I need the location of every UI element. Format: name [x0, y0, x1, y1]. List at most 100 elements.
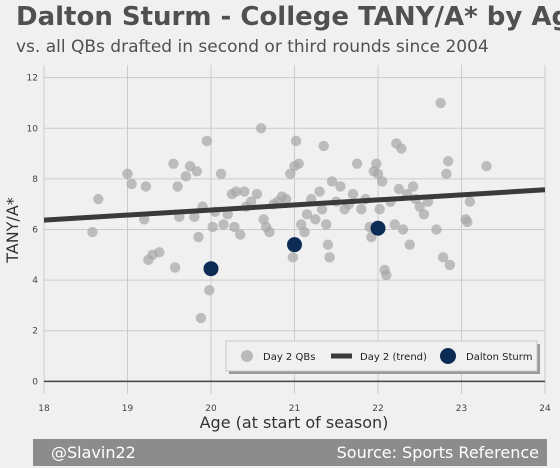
footer-credit: @Slavin22	[51, 443, 136, 462]
legend-trend-label: Day 2 (trend)	[360, 352, 427, 363]
day2-qb-point	[381, 269, 392, 281]
x-tick-label: 22	[372, 404, 383, 414]
legend-day2-marker	[241, 350, 253, 362]
day2-qb-point	[264, 226, 275, 238]
x-tick-label: 20	[205, 404, 217, 414]
day2-qb-point	[169, 262, 181, 273]
day2-qb-point	[314, 186, 325, 197]
day2-qb-point	[245, 196, 257, 207]
day2-qb-point	[154, 247, 165, 258]
y-axis-label: TANY/A*	[3, 197, 22, 264]
day2-qb-point	[462, 216, 473, 228]
day2-qb-point	[168, 158, 179, 169]
dalton-sturm-point	[287, 237, 302, 253]
day2-qb-point	[464, 196, 476, 207]
day2-qb-point	[397, 224, 409, 235]
day2-qb-point	[335, 181, 346, 192]
day2-qb-point	[372, 168, 384, 180]
day2-qb-point	[251, 188, 263, 200]
day2-qb-point	[442, 155, 454, 167]
day2-qb-point	[235, 229, 246, 240]
day2-qb-point	[374, 204, 385, 215]
x-tick-label: 19	[122, 404, 134, 414]
day2-qb-point	[396, 143, 407, 154]
day2-qb-point	[87, 226, 98, 238]
day2-qb-point	[287, 252, 299, 263]
day2-qb-point	[441, 168, 452, 180]
day2-qb-point	[310, 214, 321, 225]
day2-qb-point	[195, 312, 207, 324]
day2-qb-point	[435, 97, 446, 109]
day2-qb-point	[218, 219, 229, 230]
day2-qb-point	[229, 221, 240, 233]
y-tick-label: 0	[32, 377, 38, 387]
y-tick-label: 12	[27, 74, 38, 84]
dalton-sturm-point	[370, 220, 386, 236]
y-tick-label: 6	[32, 226, 38, 236]
legend: Day 2 QBs Day 2 (trend) Dalton Sturm	[225, 340, 540, 374]
chart-subtitle: vs. all QBs drafted in second or third r…	[16, 37, 489, 57]
x-tick-label: 21	[289, 404, 300, 414]
highlight-points-layer	[203, 220, 386, 277]
day2-qb-point	[193, 231, 204, 243]
day2-qb-point	[290, 135, 302, 147]
dalton-sturm-point	[203, 261, 219, 277]
day2-qb-point	[215, 168, 227, 180]
day2-qb-point	[255, 123, 267, 134]
day2-qb-point	[285, 168, 296, 180]
y-tick-label: 8	[32, 175, 38, 185]
day2-qb-point	[376, 176, 388, 187]
day2-qb-point	[321, 219, 332, 230]
day2-qb-point	[414, 201, 425, 212]
trend-line	[43, 187, 546, 223]
day2-qb-point	[207, 221, 218, 233]
day2-qb-point	[356, 204, 367, 215]
day2-qb-point	[481, 161, 492, 172]
day2-points-layer	[87, 97, 492, 324]
day2-qb-point	[126, 178, 137, 190]
day2-qb-point	[437, 252, 449, 263]
day2-qb-point	[371, 158, 382, 169]
x-tick-label: 18	[38, 404, 50, 414]
day2-qb-point	[404, 239, 415, 250]
day2-qb-point	[431, 224, 442, 235]
day2-qb-point	[122, 168, 133, 180]
day2-qb-point	[293, 158, 304, 169]
day2-qb-point	[318, 140, 329, 152]
day2-qb-point	[204, 285, 215, 296]
day2-qb-point	[191, 166, 203, 177]
legend-box	[225, 340, 538, 372]
day2-qb-point	[418, 209, 430, 220]
trend-line-layer	[43, 187, 546, 223]
day2-qb-point	[393, 183, 405, 195]
legend-day2-label: Day 2 QBs	[263, 352, 315, 363]
footer-bar: @Slavin22 Source: Sports Reference	[33, 439, 547, 466]
footer-source: Source: Sports Reference	[336, 443, 539, 462]
legend-sturm-label: Dalton Sturm	[466, 352, 532, 363]
day2-qb-point	[93, 193, 104, 205]
x-axis-label: Age (at start of season)	[200, 413, 389, 432]
day2-qb-point	[301, 209, 313, 220]
day2-qb-point	[407, 181, 419, 192]
y-tick-label: 2	[32, 327, 38, 337]
day2-qb-point	[239, 186, 250, 197]
day2-qb-point	[444, 259, 456, 271]
day2-qb-point	[280, 193, 292, 205]
chart-title: Dalton Sturm - College TANY/A* by Age	[16, 2, 560, 32]
day2-qb-point	[351, 158, 363, 169]
day2-qb-point	[139, 214, 150, 225]
y-tick-label: 4	[32, 276, 38, 286]
day2-qb-point	[222, 209, 233, 220]
x-tick-label: 24	[539, 404, 551, 414]
day2-qb-point	[347, 188, 359, 200]
day2-qb-point	[324, 252, 335, 263]
day2-qb-point	[326, 176, 338, 187]
day2-qb-point	[140, 181, 152, 192]
day2-qb-point	[299, 226, 310, 238]
x-tick-label: 23	[456, 404, 467, 414]
day2-qb-point	[316, 204, 328, 215]
day2-qb-point	[180, 171, 192, 182]
day2-qb-point	[201, 135, 213, 147]
